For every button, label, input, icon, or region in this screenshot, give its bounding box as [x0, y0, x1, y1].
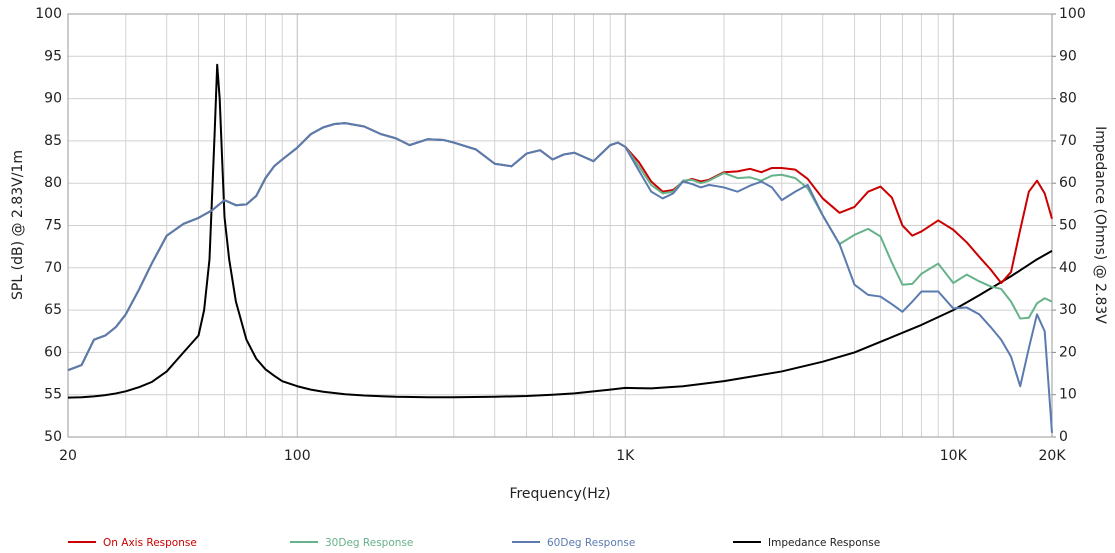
x-tick-label: 100 [284, 448, 311, 464]
x-axis-label: Frequency(Hz) [509, 486, 610, 502]
y2-tick-label: 40 [1059, 260, 1077, 276]
legend-label: 60Deg Response [547, 537, 635, 549]
plot-frame [67, 13, 1053, 438]
y-tick-label: 60 [44, 344, 62, 360]
x-tick-label: 20 [59, 448, 77, 464]
y2-tick-label: 70 [1059, 133, 1077, 149]
y2-tick-label: 80 [1059, 91, 1077, 107]
y2-tick-label: 50 [1059, 218, 1077, 234]
x-tick-label: 1K [616, 448, 635, 464]
y2-tick-label: 20 [1059, 344, 1077, 360]
y-tick-label: 75 [44, 218, 62, 234]
y-axis-label: SPL (dB) @ 2.83V/1m [10, 150, 26, 300]
x-tick-label: 20K [1039, 448, 1067, 464]
legend-label: Impedance Response [768, 537, 880, 549]
y-tick-label: 100 [35, 6, 62, 22]
y-tick-label: 65 [44, 302, 62, 318]
series-line [67, 63, 1053, 399]
y2-tick-label: 90 [1059, 48, 1077, 64]
y2-tick-label: 60 [1059, 175, 1077, 191]
y-tick-label: 90 [44, 91, 62, 107]
y-tick-label: 95 [44, 48, 62, 64]
series-line [67, 122, 1053, 433]
y2-tick-label: 100 [1059, 6, 1086, 22]
y2-tick-label: 0 [1059, 429, 1068, 445]
x-tick-label: 10K [940, 448, 968, 464]
series-line [67, 122, 1053, 372]
series-line [67, 122, 1053, 372]
y-tick-label: 70 [44, 260, 62, 276]
y-tick-label: 85 [44, 133, 62, 149]
legend-label: 30Deg Response [325, 537, 413, 549]
y-tick-label: 55 [44, 387, 62, 403]
y2-tick-label: 30 [1059, 302, 1077, 318]
legend-label: On Axis Response [103, 537, 197, 549]
y2-axis-label: Impedance (Ohms) @ 2.83V [1092, 126, 1108, 324]
y-tick-label: 50 [44, 429, 62, 445]
y2-tick-label: 10 [1059, 387, 1077, 403]
y-tick-label: 80 [44, 175, 62, 191]
